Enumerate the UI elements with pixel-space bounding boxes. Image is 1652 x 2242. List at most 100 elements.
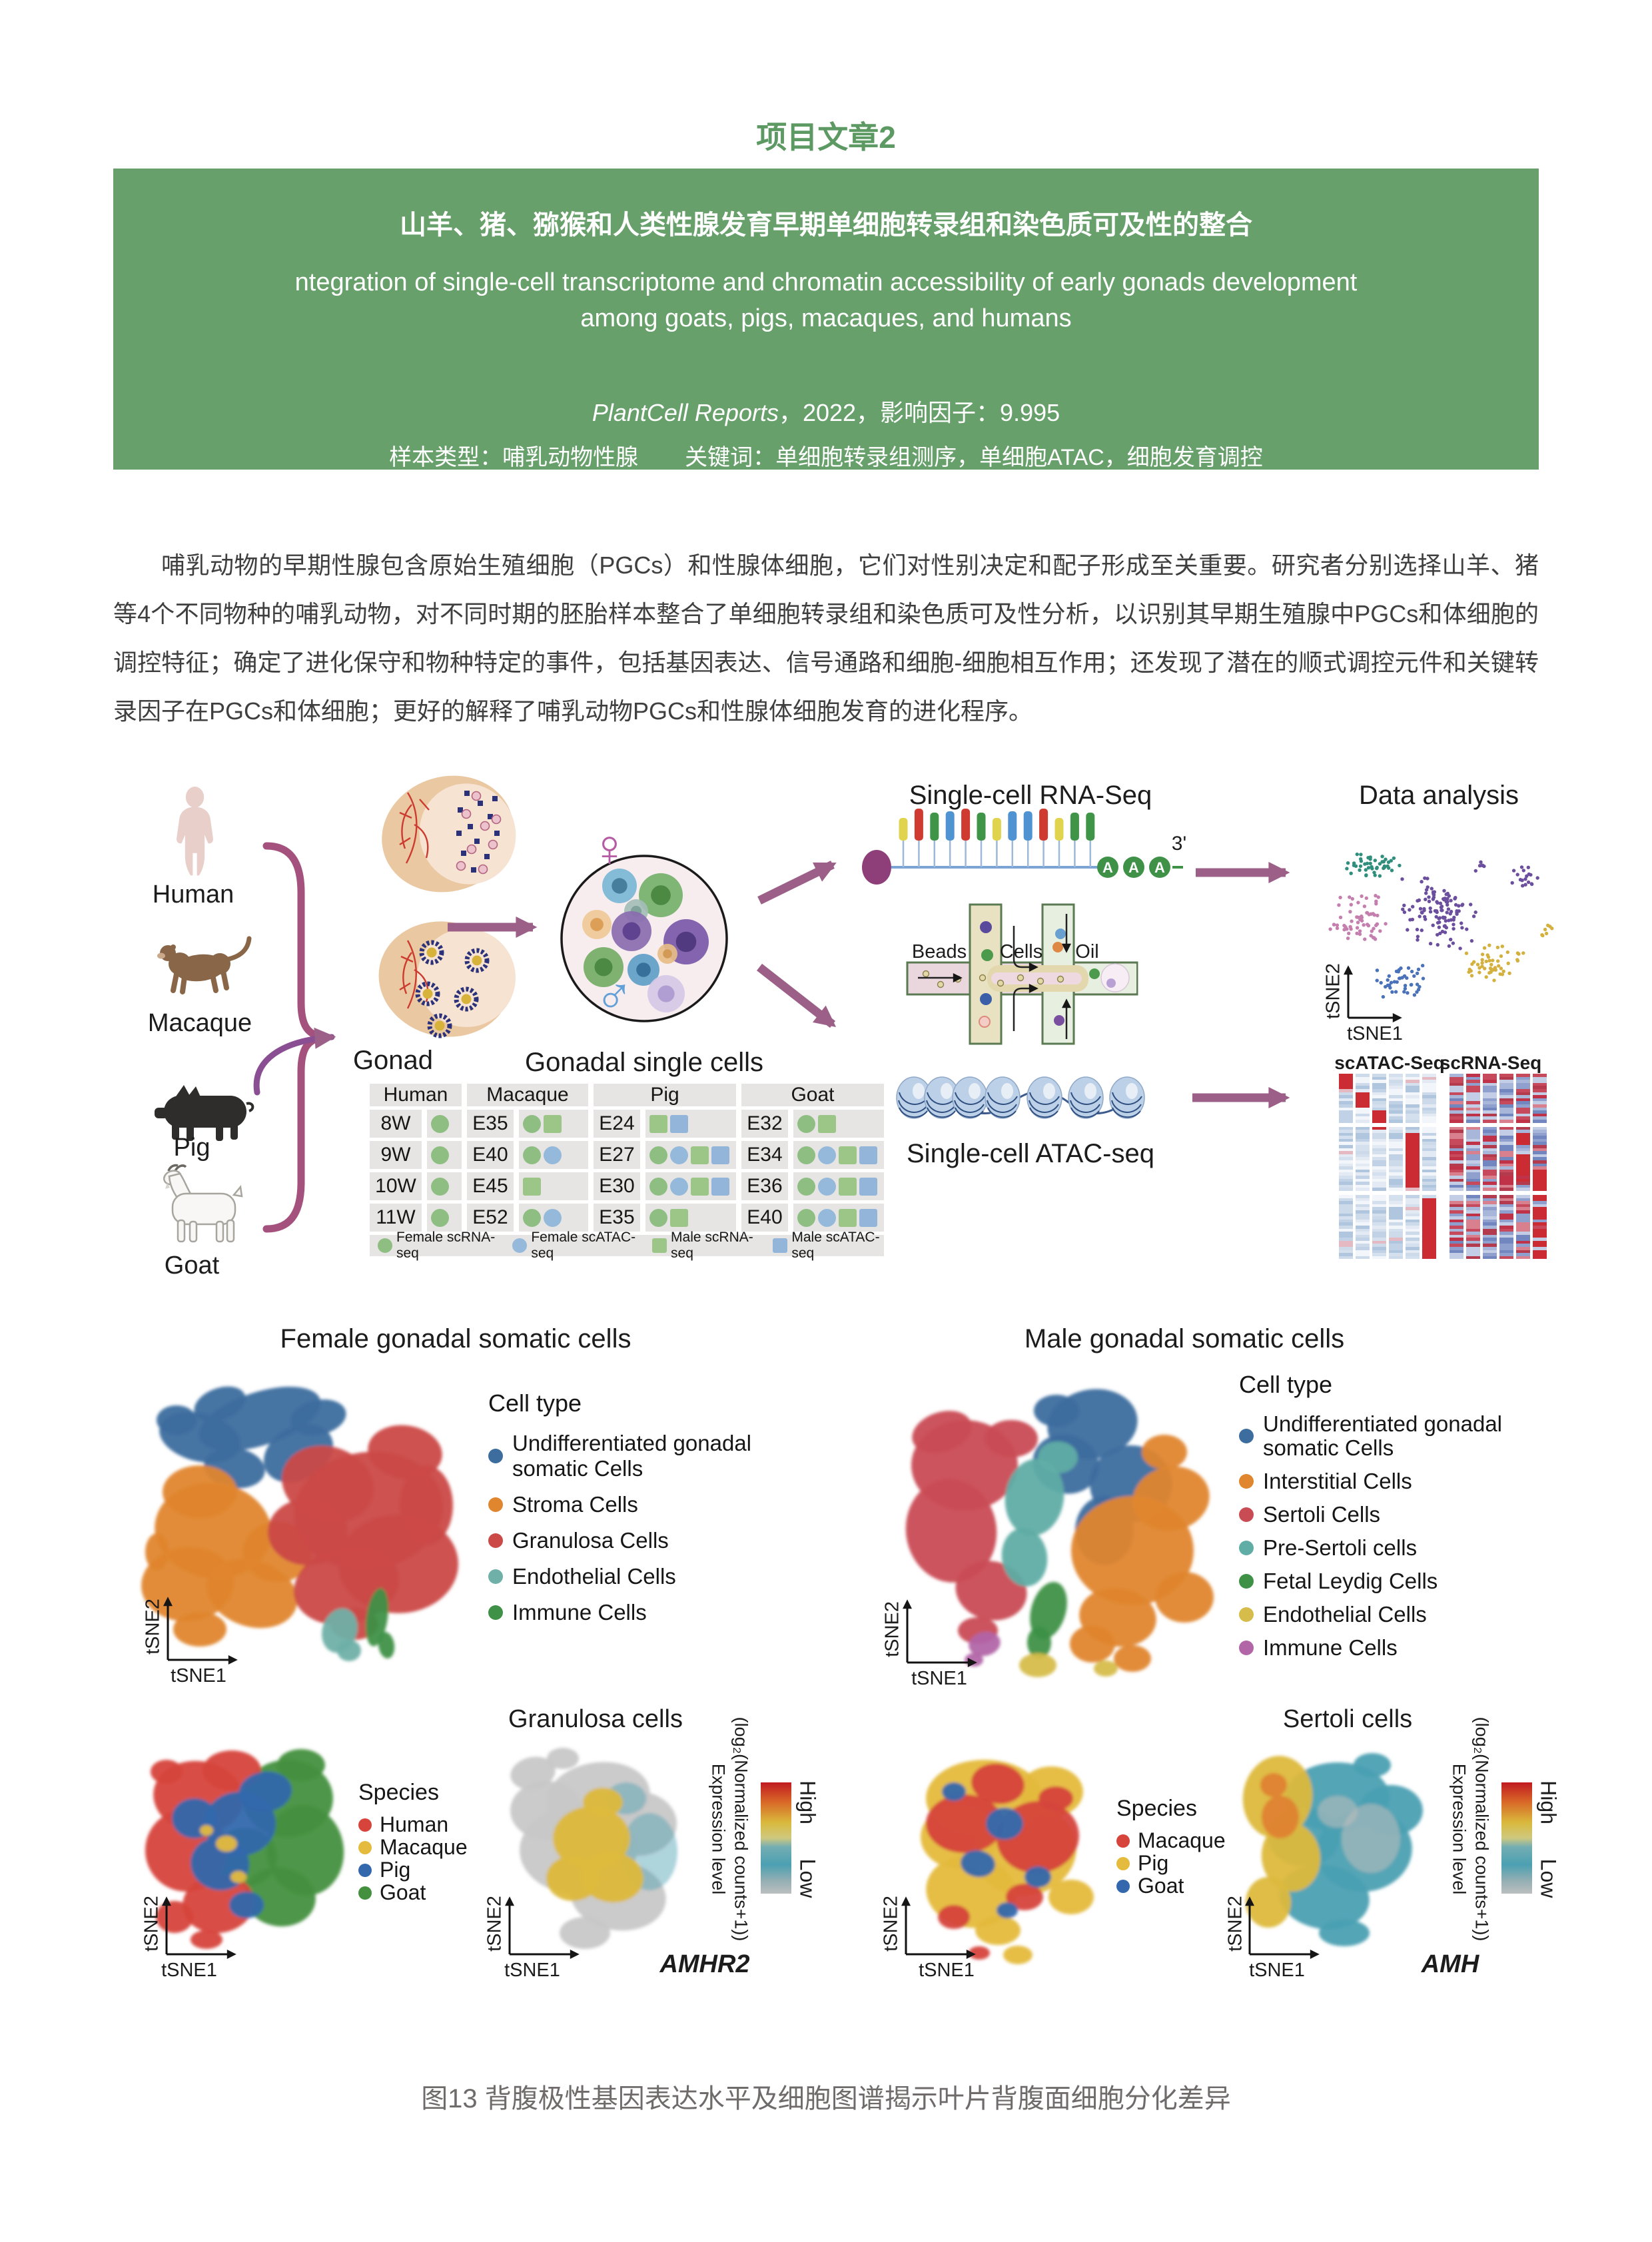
page-tag: 项目文章2 [756, 120, 896, 155]
heatmap-stripe [1516, 1151, 1530, 1154]
tsne-dot [1427, 895, 1431, 899]
heatmap-stripe [1422, 1225, 1436, 1229]
heatmap-stripe [1339, 1088, 1353, 1092]
atac-seq-title: Single-cell ATAC-seq [907, 1139, 1154, 1168]
heatmap-stripe [1389, 1210, 1403, 1214]
cluster-blob [1030, 1582, 1067, 1639]
heatmap-stripe [1356, 1080, 1370, 1083]
heatmap-stripe [1339, 1182, 1353, 1185]
heatmap-stripe [1372, 1176, 1386, 1179]
tsne-dot [1366, 856, 1370, 860]
heatmap-stripe [1339, 1142, 1353, 1146]
legend-label: Immune Cells [512, 1600, 647, 1625]
table-row: 10W E45 E30 E36 [370, 1172, 889, 1200]
sample-id: E27 [594, 1141, 640, 1169]
heatmap-stripe [1533, 1098, 1547, 1102]
cluster-blob [229, 1892, 264, 1918]
heatmap-stripe [1516, 1216, 1530, 1220]
tsne-dot [1403, 984, 1408, 988]
heatmap-stripe [1483, 1136, 1497, 1139]
heatmap-stripe [1516, 1110, 1530, 1114]
species-header: Human [370, 1084, 462, 1106]
heatmap-stripe [1406, 1188, 1420, 1191]
heatmap-stripe [1372, 1194, 1386, 1198]
heatmap-stripe [1422, 1110, 1436, 1114]
heatmap-stripe [1372, 1157, 1386, 1161]
tsne-dot [1480, 863, 1484, 867]
heatmap-stripe [1356, 1098, 1370, 1102]
sample-id: E40 [741, 1204, 788, 1232]
axis-x-label: tSNE1 [911, 1668, 967, 1689]
heatmap-stripe [1533, 1154, 1547, 1158]
cluster-blob [1246, 1877, 1291, 1928]
heatmap-stripe [1449, 1253, 1463, 1256]
tsne-dot [1358, 929, 1362, 933]
tsne-dot [1371, 912, 1375, 916]
heatmap-stripe [1533, 1142, 1547, 1146]
colorbar-low-right: Low [1536, 1858, 1561, 1898]
heatmap-stripe [1406, 1256, 1420, 1260]
heatmap-stripe [1533, 1234, 1547, 1238]
tsne-dot [1390, 990, 1394, 994]
heatmap-stripe [1516, 1095, 1530, 1098]
tsne-dot [1535, 876, 1539, 880]
heatmap-gap [1422, 1190, 1436, 1195]
heatmap-stripe [1339, 1116, 1353, 1120]
heatmap-stripe [1499, 1110, 1513, 1114]
heatmap-stripe [1389, 1228, 1403, 1232]
tsne-dot [1469, 974, 1474, 978]
legend-swatch [358, 1886, 372, 1900]
heatmap-stripe [1356, 1222, 1370, 1226]
tsne-dot [1348, 895, 1352, 899]
tsne-axes [162, 965, 1402, 1959]
heatmap-stripe [1533, 1113, 1547, 1117]
heatmap-stripe [1356, 1216, 1370, 1220]
heatmap-stripe [1466, 1148, 1480, 1152]
heatmap-stripe [1499, 1204, 1513, 1208]
cluster-blob [1155, 1572, 1214, 1623]
tsne-dot [1507, 971, 1511, 975]
heatmap-stripe [1449, 1238, 1463, 1241]
heatmap-stripe [1533, 1136, 1547, 1139]
heatmap-stripe [1499, 1176, 1513, 1179]
tsne-dot [1464, 951, 1469, 955]
heatmap-stripe [1406, 1169, 1420, 1173]
male-symbol: ♂ [594, 966, 634, 1025]
male-somatic-tsne [905, 1389, 1214, 1677]
legend-swatch [1239, 1607, 1254, 1622]
heatmap-stripe [1466, 1132, 1480, 1136]
legend-item: Stroma Cells [488, 1492, 755, 1517]
heatmap-stripe [1466, 1184, 1480, 1188]
heatmap-stripe [1466, 1222, 1480, 1226]
heatmap-stripe [1499, 1076, 1513, 1080]
cluster-blob [1319, 1920, 1370, 1946]
heatmap-stripe [1372, 1110, 1386, 1114]
heatmap-stripe [1372, 1216, 1386, 1220]
microfluidic-chip [906, 903, 1138, 1045]
heatmap-stripe [1516, 1244, 1530, 1248]
heatmap-stripe [1449, 1086, 1463, 1089]
heatmap-stripe [1533, 1160, 1547, 1164]
heatmap-stripe [1356, 1198, 1370, 1202]
heatmap-stripe [1499, 1082, 1513, 1086]
heatmap-stripe [1339, 1184, 1353, 1188]
fa-mark-icon [818, 1146, 836, 1164]
fr-mark-icon [797, 1177, 815, 1196]
heatmap-gap [1372, 1122, 1386, 1127]
heatmap-stripe [1339, 1086, 1353, 1089]
tsne-dot [1477, 966, 1481, 970]
heatmap-stripe [1449, 1092, 1463, 1096]
heatmap-stripe [1466, 1136, 1480, 1139]
heatmap-stripe [1466, 1138, 1480, 1142]
axis-y-label: tSNE2 [880, 1896, 902, 1952]
legend-swatch [1239, 1507, 1254, 1522]
heatmap-column [1389, 1074, 1403, 1260]
tsne-dot [1451, 923, 1455, 927]
heatmap-stripe [1406, 1247, 1420, 1250]
mrna-barcode [1039, 809, 1048, 841]
tsne-dot [1487, 958, 1491, 962]
heatmap-stripe [1449, 1110, 1463, 1114]
heatmap-stripe [1449, 1172, 1463, 1176]
heatmap-stripe [1499, 1198, 1513, 1202]
